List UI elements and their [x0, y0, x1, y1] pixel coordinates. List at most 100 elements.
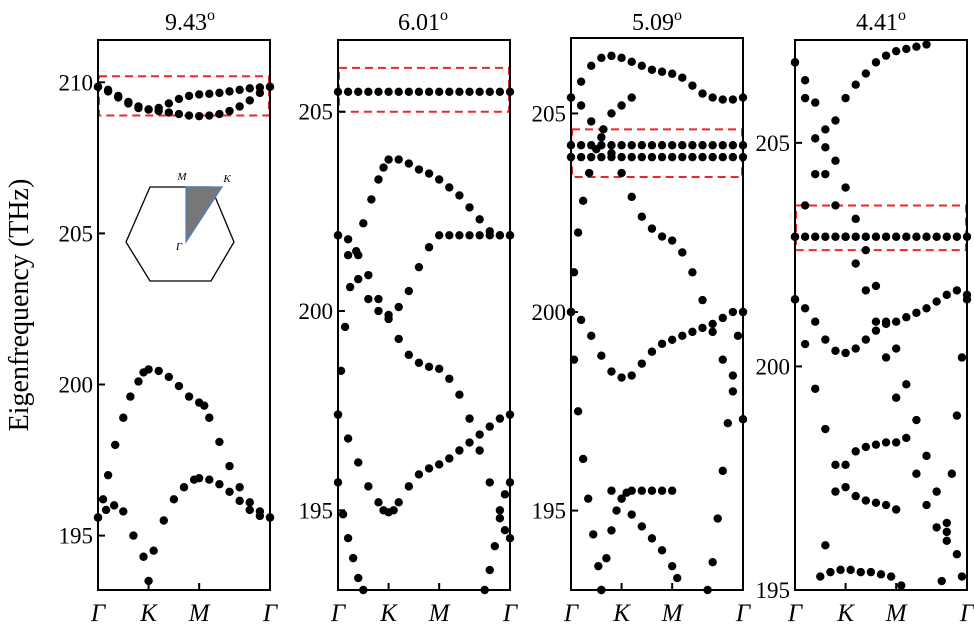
data-point [811, 98, 820, 107]
y-tick-label: 195 [756, 578, 791, 603]
data-point [235, 483, 244, 492]
data-point [576, 101, 586, 110]
data-point [602, 554, 611, 563]
data-point [932, 232, 941, 241]
data-point [495, 514, 505, 523]
data-point [597, 141, 606, 150]
plot-frame [337, 39, 511, 591]
data-point [902, 433, 911, 443]
data-point [495, 506, 505, 515]
data-point [573, 228, 583, 237]
data-point [139, 552, 148, 561]
x-tick-label: K [836, 600, 855, 627]
data-point [851, 232, 860, 241]
data-point [394, 334, 403, 344]
data-point [485, 422, 494, 431]
data-point [723, 419, 733, 428]
data-point [475, 215, 484, 224]
data-point [932, 523, 941, 532]
data-point [861, 69, 871, 78]
panel-1: 9.43o 195 200 205 210 Γ K M Γ M K Γ [59, 7, 279, 627]
data-point [627, 152, 636, 162]
data-point [587, 152, 596, 162]
data-point [414, 262, 424, 272]
data-point [389, 506, 398, 515]
data-point [225, 461, 234, 471]
data-point [851, 80, 860, 89]
data-point [932, 487, 941, 496]
data-point [871, 317, 881, 326]
data-point [607, 51, 616, 61]
data-point [98, 495, 108, 504]
data-point [627, 510, 636, 519]
x-tick-label: Γ [959, 600, 974, 627]
data-point [235, 496, 244, 506]
data-point [414, 470, 424, 479]
x-tick-label: K [139, 600, 158, 627]
data-point [205, 111, 214, 120]
data-point [164, 99, 174, 108]
data-point [607, 486, 616, 495]
data-point [846, 565, 855, 575]
data-point [937, 576, 946, 586]
panel-2: 6.01o 195 200 205 Γ K M Γ [299, 7, 519, 627]
data-point [475, 231, 484, 240]
data-point [942, 536, 951, 546]
data-point [821, 424, 830, 434]
data-point [678, 248, 687, 257]
data-point [374, 175, 383, 184]
data-point [245, 96, 254, 105]
data-point [364, 87, 373, 97]
data-point [831, 487, 840, 496]
data-point [245, 498, 254, 507]
inset-label-k: K [222, 173, 231, 185]
data-point [475, 446, 484, 455]
plot-frame [97, 39, 271, 591]
data-point [800, 93, 810, 103]
y-tick-label: 200 [299, 299, 334, 324]
data-point [891, 344, 901, 353]
data-point [343, 235, 353, 244]
data-point [861, 496, 871, 505]
data-point [881, 51, 891, 60]
data-point [485, 478, 494, 487]
data-point [384, 310, 393, 320]
data-point [617, 101, 626, 110]
data-point [891, 46, 901, 56]
y-tick-label: 205 [532, 101, 567, 126]
data-point [952, 232, 962, 241]
data-point [728, 307, 738, 317]
data-point [816, 572, 825, 581]
y-tick-label: 195 [299, 498, 334, 523]
data-point [394, 498, 403, 507]
data-point [942, 232, 951, 241]
data-point [627, 486, 636, 495]
data-point [861, 245, 871, 255]
data-point [718, 95, 727, 104]
data-point [952, 550, 962, 559]
data-point [871, 281, 881, 291]
data-point [947, 469, 957, 478]
data-point [617, 373, 626, 382]
brillouin-zone-inset: M K Γ [125, 171, 235, 282]
x-tick-label: M [661, 600, 684, 627]
x-tick-label: M [885, 600, 908, 627]
data-point [912, 469, 921, 478]
data-point [881, 319, 891, 329]
inset-label-m: M [176, 171, 187, 183]
y-tick-label: 205 [756, 131, 791, 156]
data-point [637, 522, 647, 531]
data-point [354, 458, 363, 467]
data-point [607, 526, 616, 535]
data-point [728, 141, 738, 150]
data-point [718, 466, 727, 476]
data-point [475, 430, 484, 439]
data-point [144, 576, 153, 586]
panel-title: 4.41o [856, 7, 906, 36]
data-point [225, 87, 234, 96]
data-point [942, 527, 951, 537]
data-point [688, 81, 697, 90]
data-point [637, 212, 647, 221]
x-tick-label: Γ [563, 600, 580, 627]
